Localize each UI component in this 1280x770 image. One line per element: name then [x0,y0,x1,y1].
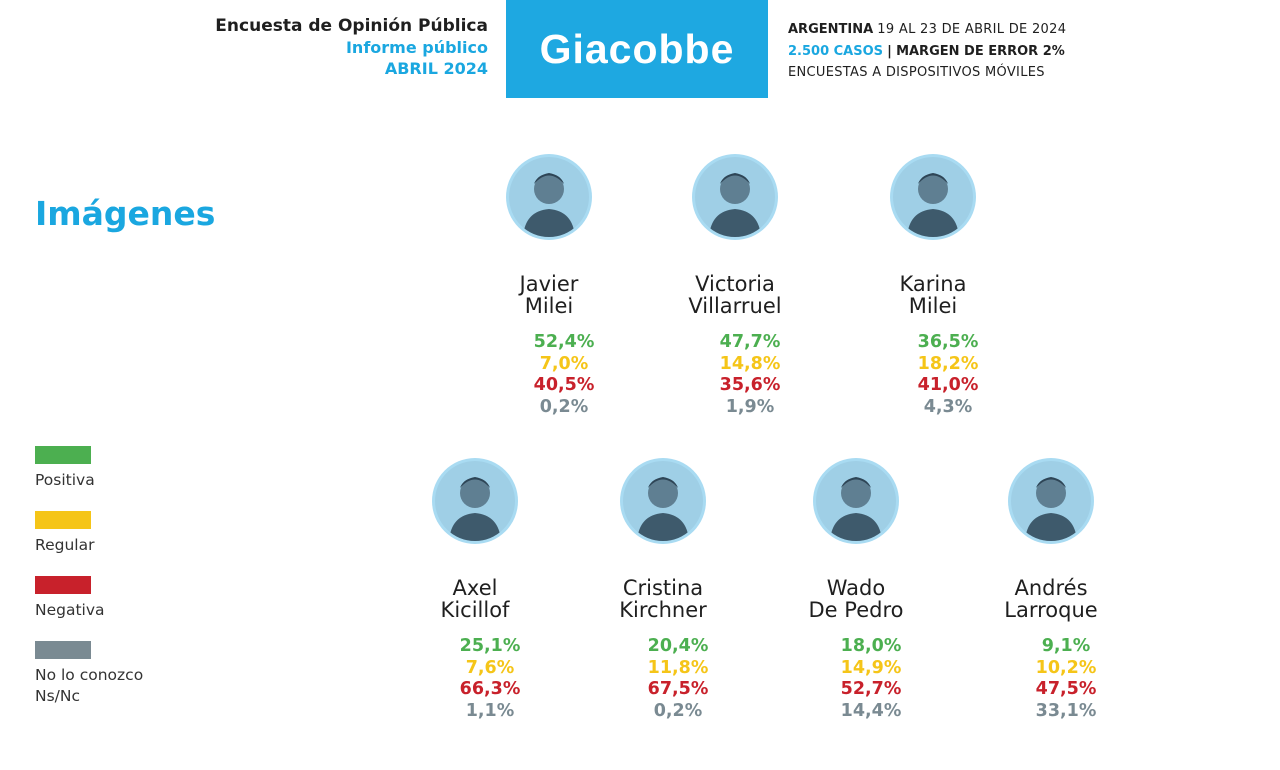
value-nsnc: 0,2% [539,396,589,417]
candidate-photo [813,458,899,544]
meta-dates: 19 AL 23 DE ABRIL DE 2024 [877,22,1067,37]
value-regular: 10,2% [1035,657,1097,678]
value-negativa: 40,5% [533,375,595,395]
survey-title: Encuesta de Opinión Pública [215,16,488,36]
candidate-values: 25,1% 7,6% 66,3% 1,1% [400,636,550,722]
value-positiva: 47,7% [719,332,781,352]
meta-cases: 2.500 CASOS [788,43,884,59]
person-icon [435,461,515,541]
legend-label: Negativa [35,601,105,619]
value-nsnc: 4,3% [923,396,973,417]
candidate-values: 47,7% 14,8% 35,6% 1,9% [660,332,810,418]
value-negativa: 52,7% [840,679,902,699]
person-icon [816,461,896,541]
candidate-photo [506,154,592,240]
legend-negativa: Negativa [35,576,105,621]
value-negativa: 47,5% [1035,679,1097,699]
brand-name: Giacobbe [539,25,735,72]
value-regular: 7,6% [465,657,515,678]
value-regular: 7,0% [539,353,589,374]
legend-swatch-positiva [35,446,91,464]
value-positiva: 9,1% [1041,636,1091,656]
value-positiva: 20,4% [647,636,709,656]
value-negativa: 35,6% [719,375,781,395]
meta-country: ARGENTINA [788,22,874,37]
candidate-photo [692,154,778,240]
value-nsnc: 0,2% [653,700,703,721]
value-negativa: 66,3% [459,679,521,699]
candidate-photo [432,458,518,544]
value-regular: 14,9% [840,657,902,678]
candidate-photo [890,154,976,240]
candidate-values: 36,5% 18,2% 41,0% 4,3% [858,332,1008,418]
value-regular: 11,8% [647,657,709,678]
candidate-card: Cristina Kirchner 20,4% 11,8% 67,5% 0,2% [588,458,738,722]
person-icon [893,157,973,237]
legend-nsnc: No lo conozco Ns/Nc [35,641,143,707]
candidate-values: 9,1% 10,2% 47,5% 33,1% [976,636,1126,722]
value-positiva: 52,4% [533,332,595,352]
person-icon [623,461,703,541]
legend-regular: Regular [35,511,94,556]
person-icon [695,157,775,237]
legend-label: Positiva [35,471,95,489]
candidate-values: 52,4% 7,0% 40,5% 0,2% [474,332,624,418]
candidate-card: Javier Milei 52,4% 7,0% 40,5% 0,2% [474,154,624,418]
meta-margin: MARGEN DE ERROR 2% [896,43,1065,59]
legend-swatch-nsnc [35,641,91,659]
candidate-name: Javier Milei [519,272,579,318]
legend-swatch-negativa [35,576,91,594]
value-nsnc: 33,1% [1035,700,1097,721]
candidate-name: Axel Kicillof [440,576,510,622]
meta-method: ENCUESTAS A DISPOSITIVOS MÓVILES [788,65,1045,80]
legend-label: Regular [35,536,95,554]
value-positiva: 25,1% [459,636,521,656]
value-positiva: 18,0% [840,636,902,656]
value-regular: 14,8% [719,353,781,374]
candidate-name: Andrés Larroque [1004,576,1098,622]
legend-positiva: Positiva [35,446,95,491]
brand-logo: Giacobbe [506,0,768,98]
candidate-name: Cristina Kirchner [619,576,707,622]
value-negativa: 41,0% [917,375,979,395]
candidate-name: Wado De Pedro [808,576,904,622]
survey-header: Encuesta de Opinión Pública Informe públ… [215,16,488,79]
candidate-name: Victoria Villarruel [688,272,782,318]
survey-meta: ARGENTINA 19 AL 23 DE ABRIL DE 2024 2.50… [788,19,1066,84]
report-date: ABRIL 2024 [384,59,488,78]
person-icon [509,157,589,237]
candidate-photo [1008,458,1094,544]
legend-label: No lo conozco Ns/Nc [35,666,144,705]
candidate-card: Andrés Larroque 9,1% 10,2% 47,5% 33,1% [976,458,1126,722]
legend-swatch-regular [35,511,91,529]
chart-title: Imágenes [35,194,216,233]
candidate-name: Karina Milei [899,272,967,318]
value-nsnc: 1,9% [725,396,775,417]
candidate-photo [620,458,706,544]
candidate-card: Victoria Villarruel 47,7% 14,8% 35,6% 1,… [660,154,810,418]
meta-separator: | [887,43,892,59]
candidate-values: 18,0% 14,9% 52,7% 14,4% [781,636,931,722]
value-nsnc: 14,4% [840,700,902,721]
candidate-card: Karina Milei 36,5% 18,2% 41,0% 4,3% [858,154,1008,418]
value-regular: 18,2% [917,353,979,374]
value-nsnc: 1,1% [465,700,515,721]
value-positiva: 36,5% [917,332,979,352]
candidate-card: Axel Kicillof 25,1% 7,6% 66,3% 1,1% [400,458,550,722]
report-type: Informe público [345,38,488,57]
candidate-card: Wado De Pedro 18,0% 14,9% 52,7% 14,4% [781,458,931,722]
candidate-values: 20,4% 11,8% 67,5% 0,2% [588,636,738,722]
value-negativa: 67,5% [647,679,709,699]
person-icon [1011,461,1091,541]
